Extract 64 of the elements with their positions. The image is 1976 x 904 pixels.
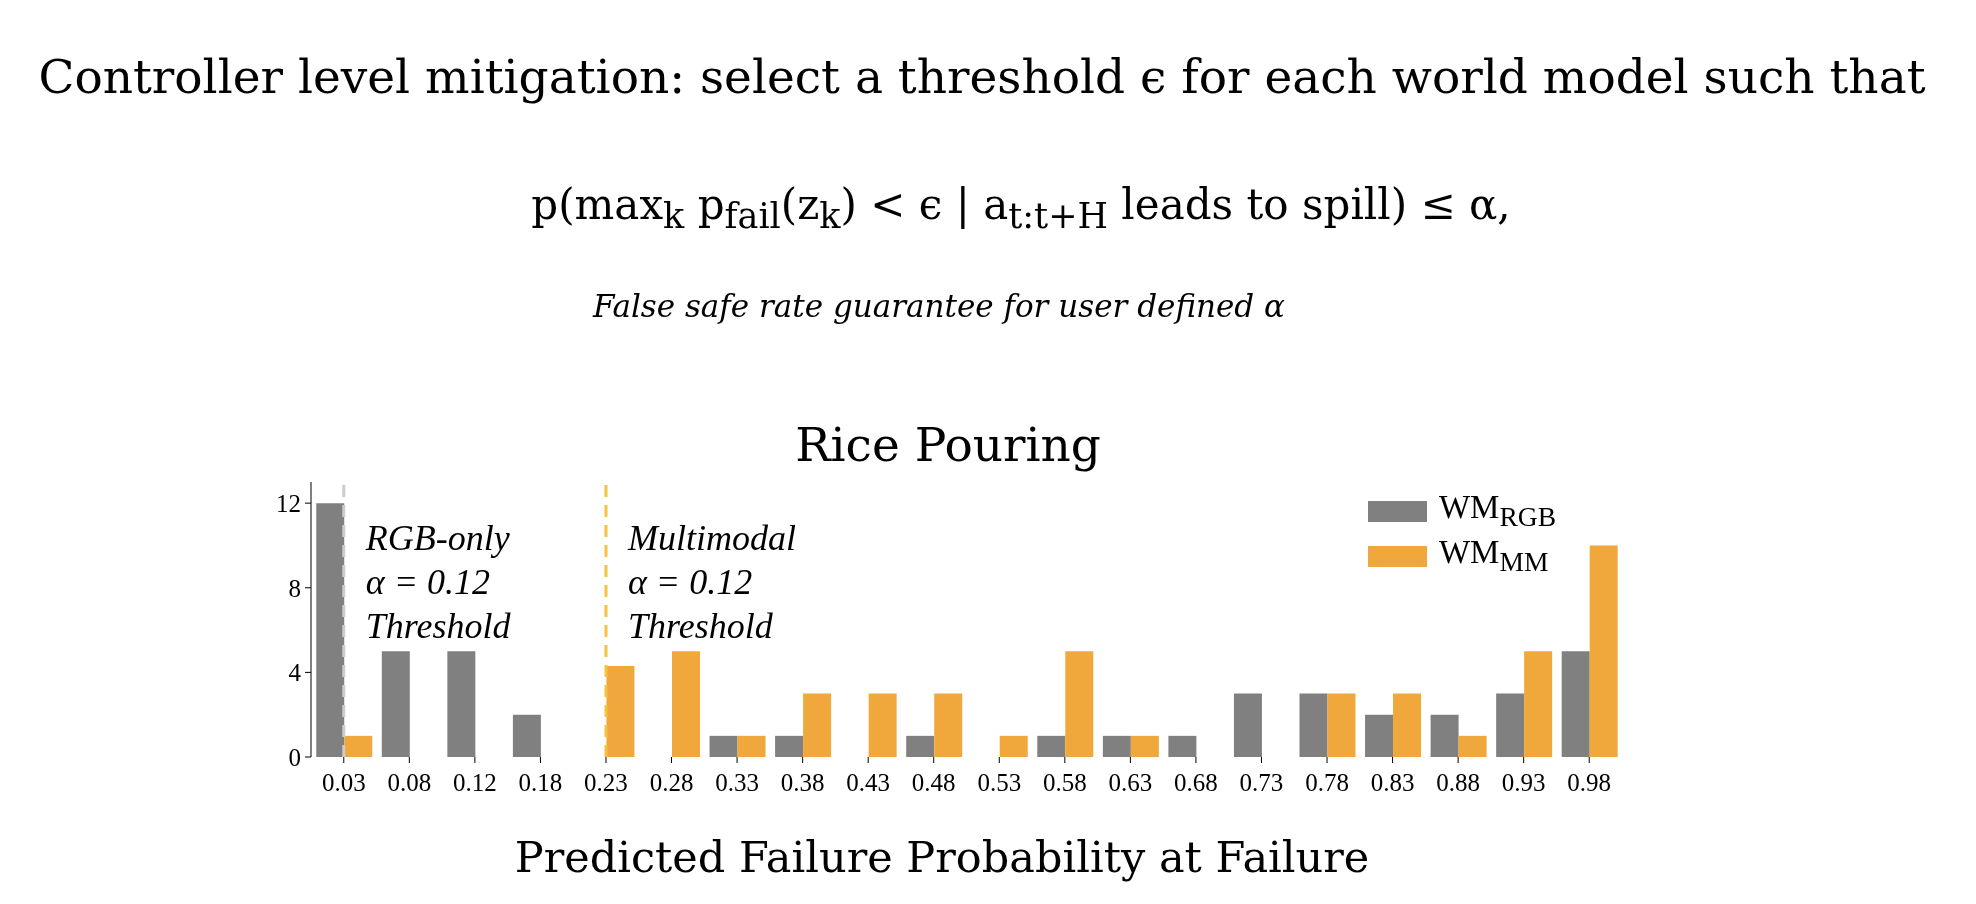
x-tick-label: 0.83	[1370, 768, 1415, 796]
bar	[803, 693, 832, 757]
x-tick-label: 0.93	[1501, 768, 1546, 796]
x-tick-label: 0.38	[780, 768, 825, 796]
bar	[1393, 693, 1422, 757]
x-tick-label: 0.03	[321, 768, 366, 796]
bar	[1430, 714, 1459, 757]
x-tick-label: 0.28	[649, 768, 694, 796]
bar	[906, 735, 935, 757]
bar	[1327, 693, 1356, 757]
bar	[1168, 735, 1197, 757]
y-tick-label: 8	[288, 574, 301, 602]
x-tick-label: 0.43	[846, 768, 891, 796]
bar	[1589, 545, 1618, 757]
bar	[447, 651, 476, 757]
x-tick-label: 0.23	[584, 768, 628, 796]
bar	[1233, 693, 1262, 757]
bar	[671, 651, 700, 757]
bar	[775, 735, 804, 757]
x-tick-label: 0.08	[387, 768, 432, 796]
x-tick-label: 0.88	[1436, 768, 1480, 796]
x-tick-label: 0.53	[977, 768, 1022, 796]
bar	[1561, 651, 1590, 757]
bar	[1037, 735, 1066, 757]
text: False safe rate guarantee for user defined α	[592, 288, 1286, 324]
bar	[1524, 651, 1553, 757]
x-tick-label: 0.68	[1174, 768, 1218, 796]
x-tick-label: 0.63	[1108, 768, 1153, 796]
y-tick-label: 0	[288, 743, 301, 771]
bar	[1102, 735, 1131, 757]
x-tick-label: 0.18	[518, 768, 563, 796]
x-tick-label: 0.78	[1305, 768, 1349, 796]
legend-label: WM$_{RGB}$	[1438, 488, 1556, 532]
ref-line-label: RGB-only α = 0.12 Threshold	[364, 518, 512, 646]
bar	[737, 735, 766, 757]
bar	[1130, 735, 1159, 757]
bar	[344, 735, 373, 757]
bar	[1365, 714, 1394, 757]
x-tick-label: 0.12	[453, 768, 497, 796]
bar	[999, 735, 1028, 757]
text: Controller level mitigation: select a threshold ϵ for each world model such that	[38, 48, 1926, 104]
chart-title: Rice Pouring	[795, 416, 1101, 472]
bar	[512, 714, 541, 757]
y-tick-label: 12	[276, 490, 301, 518]
bar	[1299, 693, 1328, 757]
x-axis-title: Predicted Failure Probability at Failure	[514, 832, 1370, 882]
x-tick-label: 0.48	[911, 768, 956, 796]
bar	[934, 693, 963, 757]
y-tick-label: 4	[288, 659, 302, 687]
bar	[381, 651, 410, 757]
bar	[606, 666, 635, 757]
x-tick-label: 0.58	[1042, 768, 1087, 796]
bar	[868, 693, 897, 757]
bar	[1458, 735, 1487, 757]
bar	[709, 735, 738, 757]
ref-line-label: Multimodal α = 0.12 Threshold	[626, 518, 796, 646]
x-tick-label: 0.73	[1239, 768, 1284, 796]
bar	[1065, 651, 1094, 757]
bar	[316, 503, 345, 757]
x-tick-label: 0.98	[1567, 768, 1612, 796]
text: p(max$_{k}$ p$_{fail}$(z$_{k}$) < ϵ | a$_{t:t+H}$ leads to spill) ≤ α,	[531, 179, 1511, 237]
x-tick-label: 0.33	[715, 768, 759, 796]
legend-label: WM$_{MM}$	[1438, 533, 1549, 577]
bar	[1496, 693, 1525, 757]
